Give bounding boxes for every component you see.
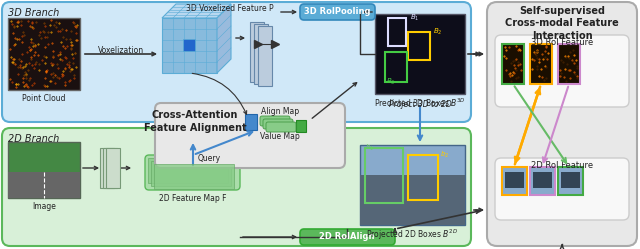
FancyBboxPatch shape — [300, 4, 375, 20]
Bar — [375, 14, 465, 94]
Text: Predicted 3D Boxes $B^{3D}$: Predicted 3D Boxes $B^{3D}$ — [374, 97, 466, 109]
Text: Projected 2D Boxes $B^{2D}$: Projected 2D Boxes $B^{2D}$ — [366, 228, 458, 242]
Text: 2D RoI Feature: 2D RoI Feature — [531, 161, 593, 170]
FancyBboxPatch shape — [2, 2, 471, 122]
Bar — [558, 167, 583, 195]
Text: Cross-Attention
Feature Alignment: Cross-Attention Feature Alignment — [144, 110, 246, 133]
FancyBboxPatch shape — [300, 229, 395, 245]
Text: Self-supervised
Cross-modal Feature
Interaction: Self-supervised Cross-modal Feature Inte… — [505, 6, 619, 41]
Bar — [8, 142, 80, 198]
Bar — [258, 26, 272, 86]
FancyBboxPatch shape — [155, 103, 345, 168]
Bar — [245, 114, 257, 130]
Bar — [530, 167, 555, 195]
Bar — [388, 18, 406, 46]
FancyBboxPatch shape — [145, 155, 240, 190]
Bar — [103, 148, 117, 188]
Bar — [365, 148, 403, 203]
Text: $b_2$: $b_2$ — [440, 150, 449, 160]
Bar — [100, 148, 114, 188]
Bar — [162, 18, 217, 73]
Text: Image: Image — [32, 202, 56, 211]
Bar — [385, 52, 407, 82]
Bar — [505, 172, 524, 188]
Bar — [533, 172, 552, 188]
Bar — [558, 44, 580, 84]
Text: Align Map: Align Map — [261, 107, 299, 116]
Text: Query: Query — [198, 154, 221, 163]
Bar — [408, 32, 430, 60]
Text: 3D RoIPooling: 3D RoIPooling — [304, 7, 371, 16]
Text: 3D Voxelized Feature P: 3D Voxelized Feature P — [186, 4, 274, 13]
Bar — [502, 44, 524, 84]
FancyBboxPatch shape — [495, 35, 629, 107]
FancyBboxPatch shape — [495, 158, 629, 220]
Polygon shape — [162, 4, 231, 18]
FancyBboxPatch shape — [263, 119, 293, 129]
Text: $b_1$: $b_1$ — [365, 143, 374, 153]
Text: $B_1$: $B_1$ — [410, 13, 419, 23]
Bar — [561, 172, 580, 188]
Text: Voxelization: Voxelization — [98, 46, 144, 55]
Bar — [408, 155, 438, 200]
Bar — [360, 175, 465, 225]
Bar — [148, 158, 228, 183]
Bar — [250, 22, 264, 82]
Bar — [530, 44, 552, 84]
Text: $B_2$: $B_2$ — [433, 27, 442, 37]
FancyBboxPatch shape — [2, 128, 471, 246]
Text: 3D RoI Feature: 3D RoI Feature — [531, 38, 593, 47]
Text: Point Cloud: Point Cloud — [22, 94, 66, 103]
Text: 2D Feature Map F: 2D Feature Map F — [159, 194, 227, 203]
Bar — [154, 164, 234, 189]
Bar — [106, 148, 120, 188]
Bar — [360, 145, 465, 225]
Text: 2D Branch: 2D Branch — [8, 134, 60, 144]
FancyBboxPatch shape — [487, 2, 637, 246]
Bar — [502, 167, 527, 195]
Text: 3D Branch: 3D Branch — [8, 8, 60, 18]
Text: 2D RoIAlign: 2D RoIAlign — [319, 232, 375, 241]
Polygon shape — [217, 4, 231, 73]
Text: Value Map: Value Map — [260, 132, 300, 141]
FancyBboxPatch shape — [260, 116, 290, 126]
Text: $B_3$: $B_3$ — [386, 77, 396, 87]
Text: Project 3D to 2D: Project 3D to 2D — [388, 100, 451, 109]
Bar — [183, 39, 195, 51]
Bar — [151, 161, 231, 186]
Bar — [296, 120, 306, 132]
Bar — [8, 172, 80, 198]
FancyBboxPatch shape — [266, 122, 296, 132]
Bar — [8, 18, 80, 90]
Bar — [254, 24, 268, 84]
